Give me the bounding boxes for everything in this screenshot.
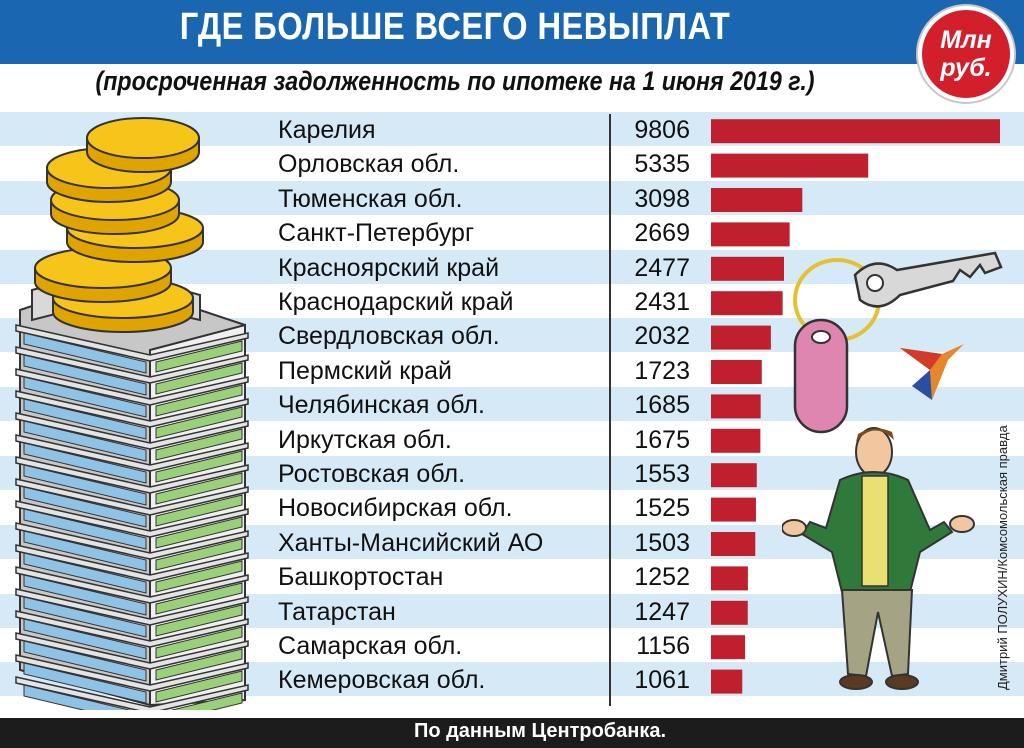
bar bbox=[711, 325, 771, 350]
category-label: Красноярский край bbox=[278, 253, 500, 282]
value-label: 1156 bbox=[636, 632, 690, 660]
bar bbox=[711, 635, 746, 660]
unit-line-1: Млн bbox=[940, 26, 992, 54]
value-label: 1525 bbox=[634, 494, 690, 523]
column-divider bbox=[609, 114, 611, 706]
category-label: Кемеровская обл. bbox=[278, 666, 486, 695]
bar bbox=[711, 119, 1000, 144]
value-label: 3098 bbox=[634, 184, 690, 213]
header-bar bbox=[0, 0, 1024, 64]
category-label: Краснодарский край bbox=[278, 288, 514, 316]
building-floor bbox=[15, 566, 249, 616]
chart-title: ГДЕ БОЛЬШЕ ВСЕГО НЕВЫПЛАТ bbox=[179, 6, 731, 48]
value-label: 2431 bbox=[634, 288, 690, 316]
category-label: Пермский край bbox=[278, 356, 452, 385]
building-floor bbox=[15, 544, 249, 594]
footer-bar bbox=[0, 718, 1024, 748]
bar bbox=[711, 669, 743, 694]
bar bbox=[711, 566, 748, 591]
building-floor bbox=[15, 632, 249, 682]
category-label: Свердловская обл. bbox=[278, 322, 500, 351]
house-key-icon bbox=[793, 251, 1003, 434]
bar bbox=[711, 360, 762, 384]
coin bbox=[86, 117, 200, 173]
building-floor bbox=[15, 390, 249, 440]
building-floor bbox=[15, 324, 249, 374]
value-label: 1553 bbox=[634, 460, 690, 488]
category-label: Тюменская обл. bbox=[278, 184, 463, 213]
building-floor bbox=[15, 610, 249, 660]
bird-logo-icon bbox=[900, 344, 964, 400]
category-label: Самарская обл. bbox=[278, 632, 463, 660]
bar bbox=[711, 256, 785, 281]
coin-stack-icon bbox=[34, 117, 204, 333]
chart-subtitle: (просроченная задолженность по ипотеке н… bbox=[95, 66, 815, 96]
value-label: 1247 bbox=[634, 597, 690, 626]
apartment-building-icon bbox=[15, 268, 249, 710]
unit-line-2: руб. bbox=[940, 54, 992, 82]
building-floor bbox=[15, 434, 249, 484]
building-floor bbox=[15, 412, 249, 462]
bar bbox=[711, 188, 803, 212]
value-label: 2477 bbox=[634, 253, 690, 282]
building-floor bbox=[15, 346, 249, 396]
building-floor bbox=[15, 522, 249, 572]
value-label: 1675 bbox=[634, 425, 690, 454]
category-label: Ханты-Мансийский АО bbox=[278, 528, 544, 557]
unit-badge: Млн руб. bbox=[918, 6, 1014, 102]
value-label: 2032 bbox=[634, 322, 690, 351]
value-label: 5335 bbox=[634, 150, 690, 179]
category-label: Челябинская обл. bbox=[278, 391, 485, 420]
bar bbox=[711, 600, 748, 625]
value-label: 1252 bbox=[634, 563, 690, 592]
author-credit: Дмитрий ПОЛУХИН/Комсомольская правда bbox=[995, 425, 1010, 690]
bar bbox=[711, 463, 757, 488]
bar bbox=[711, 428, 761, 453]
bar bbox=[711, 497, 756, 522]
category-label: Башкортостан bbox=[278, 563, 444, 592]
bar bbox=[711, 394, 761, 419]
category-label: Новосибирская обл. bbox=[278, 494, 513, 523]
bar bbox=[711, 153, 869, 178]
value-label: 1723 bbox=[634, 356, 690, 385]
category-label: Татарстан bbox=[278, 597, 396, 626]
category-label: Карелия bbox=[278, 116, 376, 144]
category-label: Ростовская обл. bbox=[278, 460, 466, 488]
bar bbox=[711, 222, 790, 247]
category-label: Орловская обл. bbox=[278, 150, 460, 179]
building-floor bbox=[15, 368, 249, 418]
value-label: 1061 bbox=[634, 666, 690, 695]
bar bbox=[711, 532, 756, 556]
value-label: 2669 bbox=[634, 219, 690, 248]
category-label: Санкт-Петербург bbox=[278, 219, 475, 248]
value-label: 1503 bbox=[634, 528, 690, 557]
building-floor bbox=[15, 500, 249, 550]
category-label: Иркутская обл. bbox=[278, 425, 452, 454]
value-label: 9806 bbox=[634, 116, 690, 144]
subtitle-band bbox=[0, 64, 1024, 106]
shrugging-man-icon bbox=[782, 427, 975, 690]
building-floor bbox=[15, 456, 249, 506]
building-floor bbox=[15, 588, 249, 638]
bar bbox=[711, 291, 783, 316]
source-note: По данным Центробанка. bbox=[413, 720, 667, 742]
building-floor bbox=[15, 654, 249, 704]
building-floor bbox=[15, 478, 249, 528]
building-floor bbox=[15, 676, 249, 710]
value-label: 1685 bbox=[634, 391, 690, 420]
